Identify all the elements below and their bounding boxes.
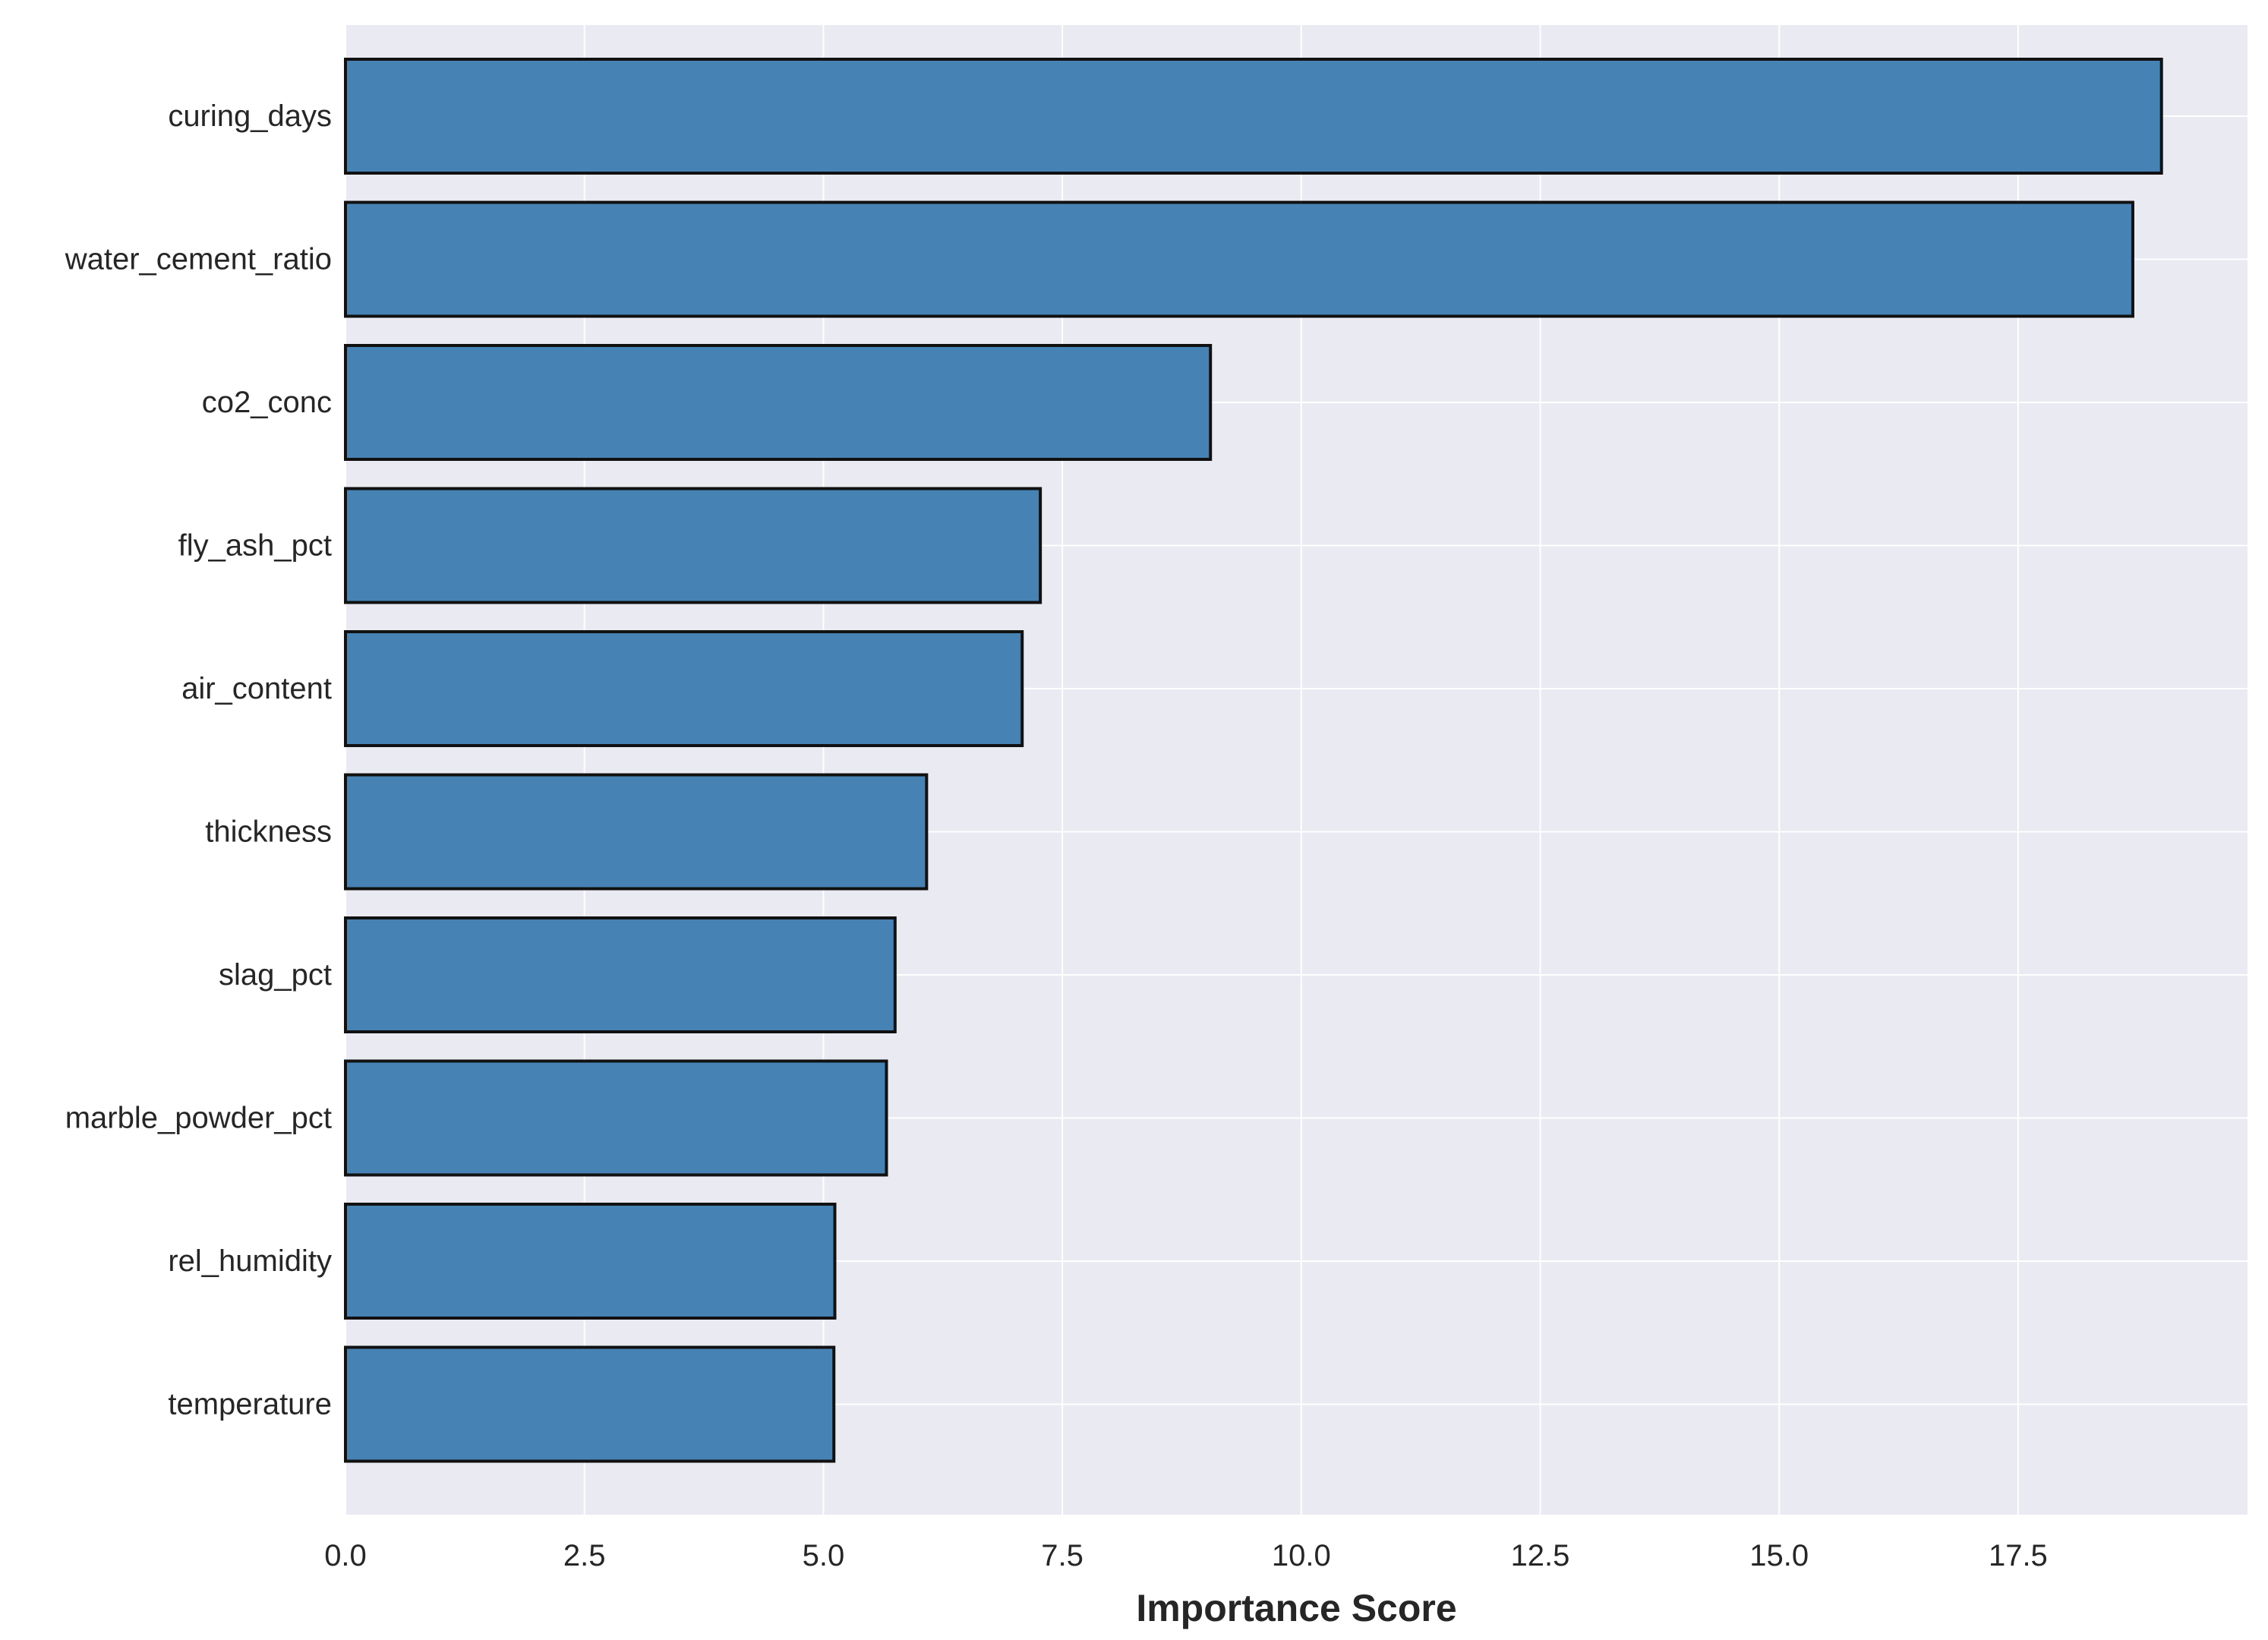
x-axis-title: Importance Score <box>1136 1587 1456 1629</box>
y-tick-label: thickness <box>205 815 332 849</box>
y-tick-labels: curing_days water_cement_ratio co2_concfly… <box>65 99 332 1421</box>
bar-temperature <box>344 1345 836 1463</box>
x-tick-label: 15.0 <box>1749 1539 1809 1572</box>
x-tick-label: 12.5 <box>1511 1539 1570 1572</box>
x-tick-label: 0.0 <box>324 1539 367 1572</box>
bar-rel-humidity <box>344 1203 837 1320</box>
bar-slag-pct <box>344 916 897 1033</box>
y-tick-label: water_cement_ratio <box>65 243 332 276</box>
bar-curing-days <box>344 58 2163 175</box>
bar-thickness <box>344 773 929 891</box>
x-tick-label: 5.0 <box>803 1539 845 1572</box>
x-tick-labels: 0.0 2.5 5.0 7.5 10.0 12.5 15.0 17.5 <box>324 1539 2048 1572</box>
y-tick-label: marble_powder_pct <box>65 1102 332 1135</box>
y-tick-label: curing_days <box>168 99 332 133</box>
bar-fly-ash-pct <box>344 487 1043 604</box>
y-tick-label: co2_conc <box>202 386 332 419</box>
bar-water-cement-ratio <box>344 200 2134 318</box>
bar-co2-conc <box>344 344 1213 461</box>
y-tick-label: fly_ash_pct <box>178 529 332 563</box>
y-tick-label: rel_humidity <box>168 1244 332 1278</box>
bar-air-content <box>344 630 1024 747</box>
y-tick-label: air_content <box>181 672 332 705</box>
bar-marble-powder-pct <box>344 1059 888 1177</box>
y-tick-label: temperature <box>168 1388 332 1421</box>
x-tick-label: 17.5 <box>1989 1539 2048 1572</box>
y-tick-label: slag_pct <box>219 958 332 992</box>
bars <box>344 58 2163 1463</box>
x-tick-label: 2.5 <box>563 1539 606 1572</box>
x-tick-label: 10.0 <box>1272 1539 1331 1572</box>
x-tick-label: 7.5 <box>1041 1539 1084 1572</box>
